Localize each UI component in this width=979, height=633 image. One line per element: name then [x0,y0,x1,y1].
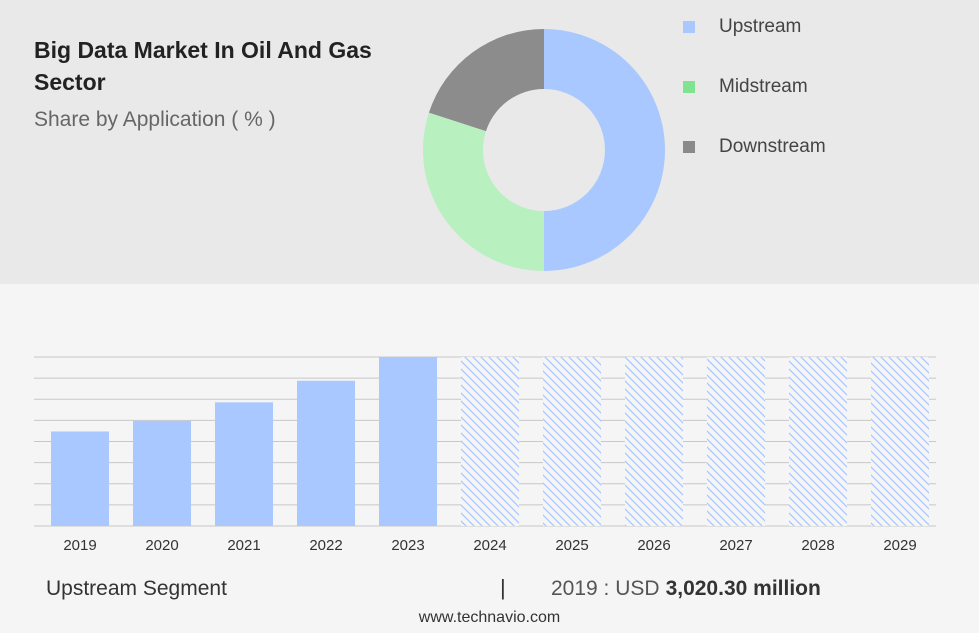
x-tick-label: 2024 [473,537,506,554]
footer-segment: Upstream Segment [46,577,227,600]
donut-chart [422,29,665,271]
legend-label-midstream: Midstream [719,76,808,97]
bar-2021 [215,402,273,526]
bar-2023 [379,357,437,526]
x-tick-label: 2022 [309,537,342,554]
forecast-bar-2028 [789,357,847,526]
bar-2020 [133,420,191,526]
chart-subtitle: Share by Application ( % ) [34,108,276,131]
donut-slice-downstream [428,29,544,132]
forecast-bar-2029 [871,357,929,526]
x-tick-label: 2026 [637,537,670,554]
forecast-bar-2026 [625,357,683,526]
x-tick-label: 2020 [145,537,178,554]
x-tick-label: 2023 [391,537,424,554]
bar-2019 [51,431,109,526]
legend-item-midstream: Midstream [683,72,883,102]
legend-swatch-downstream [683,141,695,153]
forecast-bar-2027 [707,357,765,526]
legend-swatch-midstream [683,81,695,93]
x-tick-label: 2029 [883,537,916,554]
legend-label-upstream: Upstream [719,16,802,37]
legend-item-upstream: Upstream [683,12,883,42]
legend-label-downstream: Downstream [719,136,826,157]
x-tick-label: 2025 [555,537,588,554]
footer-stat: 2019 : USD 3,020.30 million [551,577,821,601]
legend-item-downstream: Downstream [683,132,883,162]
donut-slice-upstream [544,29,665,271]
forecast-bar-2025 [543,357,601,526]
footer-separator: | [500,575,506,600]
footer-year-label: 2019 : USD [551,577,660,600]
footer-value: 3,020.30 million [665,577,821,600]
x-tick-label: 2019 [63,537,96,554]
forecast-bar-2024 [461,357,519,526]
x-tick-label: 2021 [227,537,260,554]
chart-title: Big Data Market In Oil And Gas Sector [34,37,372,95]
x-tick-label: 2028 [801,537,834,554]
x-tick-label: 2027 [719,537,752,554]
bar-2022 [297,380,355,526]
source-link[interactable]: www.technavio.com [418,609,561,626]
donut-slice-midstream [422,112,544,271]
legend-swatch-upstream [683,21,695,33]
bar-chart: 2019 2020 2021 2022 2023 2024 2025 2026 2027 2028… [34,356,936,554]
